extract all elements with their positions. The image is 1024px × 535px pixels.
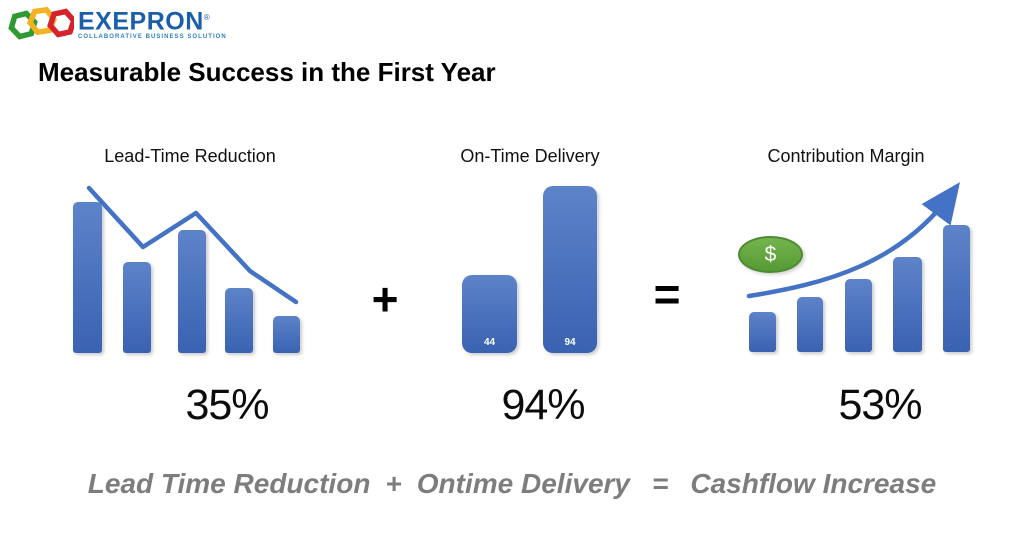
hexagon-chain-icon	[8, 6, 74, 40]
chart3-bar-3	[845, 279, 872, 352]
chart1-percent: 35%	[185, 381, 269, 429]
chart3-bar-1	[749, 312, 776, 352]
chart1-bar-3	[178, 230, 206, 353]
chart2-bar-before: 44	[462, 275, 517, 353]
dollar-badge: $	[738, 236, 803, 273]
plus-operator: +	[371, 273, 399, 325]
chart3-bar-4	[893, 257, 922, 352]
logo-text: EXEPRON® COLLABORATIVE BUSINESS SOLUTION	[78, 6, 227, 41]
registered-mark: ®	[203, 13, 211, 22]
brand-tagline: COLLABORATIVE BUSINESS SOLUTION	[78, 34, 227, 41]
formula-cashflow: Cashflow Increase	[690, 468, 937, 499]
brand-label: EXEPRON	[78, 7, 204, 36]
chart3-percent: 53%	[838, 381, 922, 429]
chart3-title: Contribution Margin	[767, 146, 925, 166]
exepron-logo: EXEPRON® COLLABORATIVE BUSINESS SOLUTION	[8, 6, 227, 40]
chart1-bar-1	[73, 202, 102, 353]
equals-operator: =	[653, 268, 681, 320]
chart2-title: On-Time Delivery	[460, 146, 600, 166]
page-title: Measurable Success in the First Year	[38, 57, 496, 87]
chart1-bar-4	[225, 288, 253, 353]
chart1-bar-5	[273, 316, 300, 353]
chart2-bar-after-value: 94	[564, 337, 576, 348]
formula-equals: =	[651, 468, 669, 499]
chart3-bar-5	[943, 225, 970, 352]
chart3-bar-2	[797, 297, 823, 352]
chart2-bar-before-value: 44	[483, 337, 496, 348]
chart2-bar-after: 94	[543, 186, 597, 353]
summary-formula: Lead Time Reduction + Ontime Delivery = …	[0, 468, 1024, 500]
chart2-percent: 94%	[501, 381, 585, 429]
chart1-bar-2	[123, 262, 151, 353]
formula-plus: +	[385, 468, 402, 499]
formula-lead-time: Lead Time Reduction	[87, 468, 371, 499]
dollar-sign: $	[764, 242, 777, 266]
formula-ontime: Ontime Delivery	[416, 468, 630, 499]
chart1-title: Lead-Time Reduction	[104, 146, 276, 166]
brand-name: EXEPRON®	[78, 6, 227, 36]
